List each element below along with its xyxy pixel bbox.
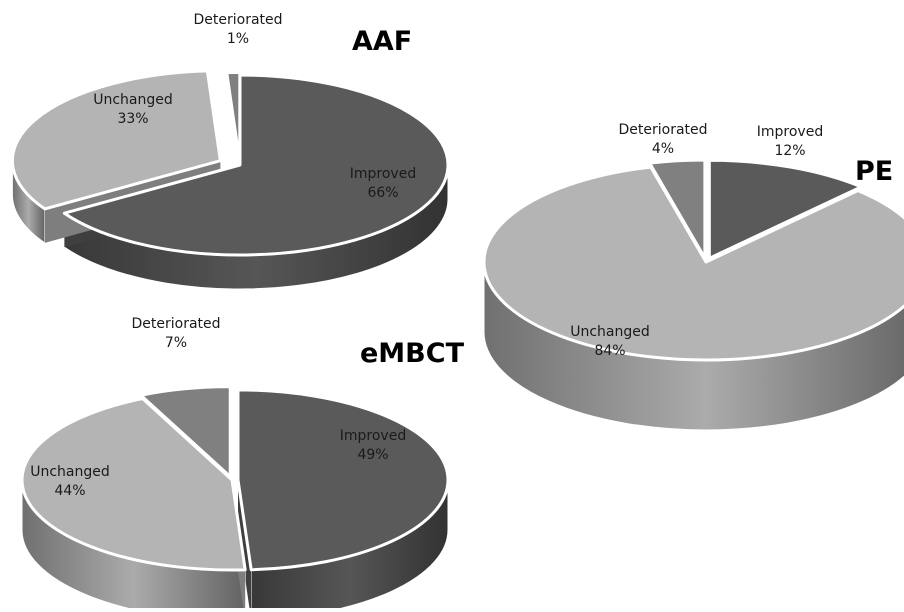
slice-improved <box>236 388 450 572</box>
slice-label-name: Improved <box>350 166 416 182</box>
pie-chart-embct: Improved 49% Unchanged 44% Deteriorated 7% eMB… <box>20 316 465 612</box>
slice-label-unchanged: Unchanged 33% <box>93 92 173 127</box>
slice-improved <box>707 158 863 260</box>
slice-edge-improved <box>237 479 252 612</box>
slice-label-name: Deteriorated <box>618 122 707 138</box>
slice-unchanged <box>10 69 222 211</box>
slice-label-value: 84% <box>594 343 625 359</box>
slice-label-name: Deteriorated <box>193 12 282 28</box>
slice-unchanged <box>482 165 904 362</box>
slice-label-value: 4% <box>652 141 674 157</box>
pie-chart-aaf: Improved 66% Unchanged 33% Deteriorated 1% AAF <box>10 12 450 290</box>
slice-label-name: Unchanged <box>570 324 650 340</box>
slice-label-name: Unchanged <box>30 464 110 480</box>
slice-label-value: 7% <box>165 335 187 351</box>
slice-label-value: 49% <box>357 447 388 463</box>
chart-title: eMBCT <box>360 338 465 369</box>
pie-chart-pe: Improved 12% Unchanged 84% Deteriorated 4% PE <box>482 122 904 431</box>
slice-improved <box>62 73 450 257</box>
slice-label-improved: Improved 66% <box>350 166 416 201</box>
chart-title: PE <box>855 156 893 187</box>
slice-label-deteriorated: Deteriorated 1% <box>193 12 282 47</box>
slice-deteriorated <box>648 158 707 260</box>
slice-label-deteriorated: Deteriorated 4% <box>618 122 707 157</box>
slice-label-deteriorated: Deteriorated 7% <box>131 316 220 351</box>
slice-label-name: Improved <box>757 124 823 140</box>
slice-label-value: 33% <box>117 111 148 127</box>
slice-label-value: 44% <box>54 483 85 499</box>
slice-label-name: Unchanged <box>93 92 173 108</box>
slice-label-unchanged: Unchanged 84% <box>570 324 650 359</box>
slice-label-improved: Improved 49% <box>340 428 406 463</box>
slice-label-name: Deteriorated <box>131 316 220 332</box>
slice-label-value: 1% <box>227 31 249 47</box>
slice-deteriorated <box>139 385 232 479</box>
slice-label-unchanged: Unchanged 44% <box>30 464 110 499</box>
slice-deteriorated <box>225 70 242 164</box>
slice-label-value: 12% <box>774 143 805 159</box>
slice-label-name: Improved <box>340 428 406 444</box>
slice-label-improved: Improved 12% <box>757 124 823 159</box>
slice-label-value: 66% <box>367 185 398 201</box>
chart-title: AAF <box>352 26 412 57</box>
